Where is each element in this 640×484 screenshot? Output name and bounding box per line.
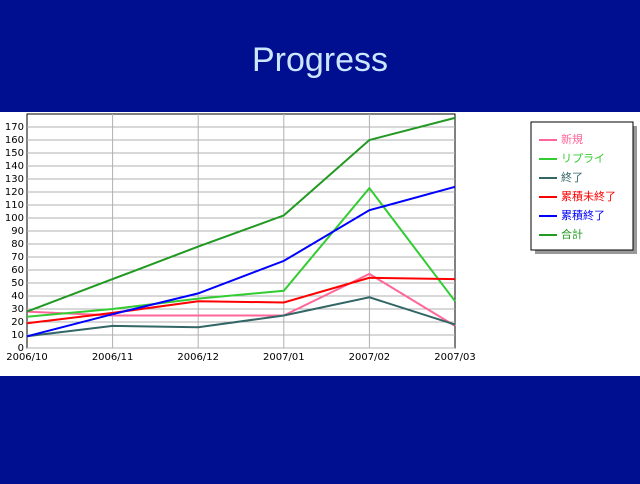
y-tick-label: 150 bbox=[5, 148, 24, 159]
x-tick-label: 2007/02 bbox=[349, 352, 391, 363]
y-tick-label: 80 bbox=[11, 239, 24, 250]
y-tick-label: 90 bbox=[11, 226, 24, 237]
series-line bbox=[26, 296, 456, 338]
y-tick-label: 50 bbox=[11, 278, 24, 289]
x-tick-label: 2007/01 bbox=[263, 352, 305, 363]
y-tick-label: 140 bbox=[5, 161, 24, 172]
y-tick-label: 0 bbox=[18, 343, 24, 354]
x-tick-label: 2006/11 bbox=[92, 352, 134, 363]
y-tick-label: 40 bbox=[11, 291, 24, 302]
y-tick-label: 130 bbox=[5, 174, 24, 185]
y-tick-label: 170 bbox=[5, 122, 24, 133]
chart-title: Progress bbox=[252, 41, 388, 79]
series-line bbox=[26, 276, 456, 325]
y-tick-label: 120 bbox=[5, 187, 24, 198]
legend-label: 終了 bbox=[561, 170, 583, 184]
y-tick-label: 60 bbox=[11, 265, 24, 276]
y-tick-label: 100 bbox=[5, 213, 24, 224]
y-tick-label: 160 bbox=[5, 135, 24, 146]
x-tick-label: 2006/12 bbox=[177, 352, 219, 363]
x-tick-label: 2007/03 bbox=[434, 352, 476, 363]
legend-label: 合計 bbox=[561, 227, 583, 241]
x-tick-label: 2006/10 bbox=[6, 352, 48, 363]
y-tick-label: 110 bbox=[5, 200, 24, 211]
legend-box bbox=[530, 121, 634, 251]
y-tick-label: 30 bbox=[11, 304, 24, 315]
legend-label: 累積終了 bbox=[561, 208, 605, 222]
series-line bbox=[26, 116, 456, 313]
series-line bbox=[26, 185, 456, 338]
y-tick-label: 70 bbox=[11, 252, 24, 263]
y-tick-label: 10 bbox=[11, 330, 24, 341]
legend-label: 新規 bbox=[561, 132, 583, 146]
legend-label: リプライ bbox=[561, 152, 605, 165]
y-tick-label: 20 bbox=[11, 317, 24, 328]
legend-label: 累積未終了 bbox=[561, 189, 616, 203]
